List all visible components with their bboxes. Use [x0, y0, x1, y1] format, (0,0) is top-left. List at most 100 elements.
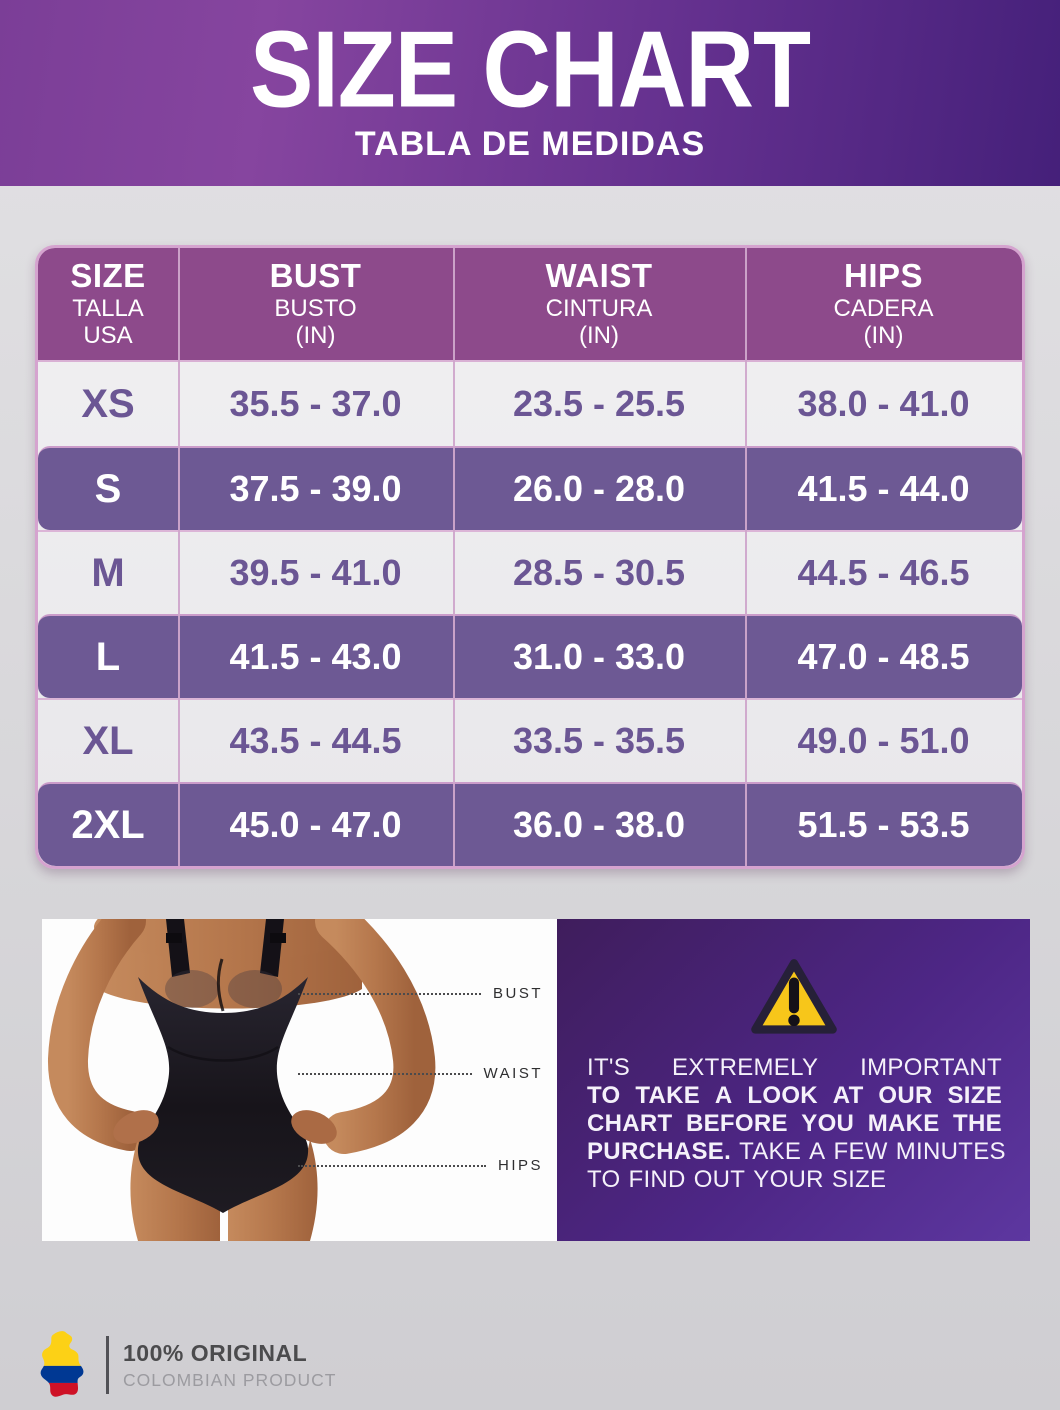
warning-word: A — [714, 1081, 733, 1109]
bust-range: 41.5 - 43.0 — [229, 636, 402, 677]
measure-row-bust: BUST — [298, 983, 543, 1003]
hips-range: 49.0 - 51.0 — [797, 720, 970, 761]
warning-word: TO — [587, 1165, 621, 1193]
header-cell-waist: WAIST CINTURA (IN) — [453, 248, 745, 360]
warning-text-line: PURCHASE. TAKE A FEW MINUTES — [587, 1137, 1006, 1166]
warning-word: IT'S — [587, 1053, 631, 1081]
waist-range: 28.5 - 30.5 — [512, 552, 686, 593]
hips-range: 47.0 - 48.5 — [797, 636, 970, 677]
measure-label-bust: BUST — [492, 984, 543, 1002]
warning-triangle-icon — [750, 959, 837, 1034]
warning-word: OUT — [693, 1165, 746, 1193]
warning-word: SIZE — [947, 1081, 1002, 1109]
measure-row-waist: WAIST — [298, 1063, 543, 1083]
warning-word: EXTREMELY — [672, 1053, 819, 1081]
warning-text: IT'S EXTREMELY IMPORTANT TO TAKE A LOOK AT OUR SI… — [587, 1054, 1006, 1194]
table-row-xs: XS 35.5 - 37.0 23.5 - 25.5 38.0 - 41.0 — [38, 362, 1022, 446]
size-label: XS — [81, 381, 135, 426]
size-label: 2XL — [71, 802, 145, 847]
table-row-s: S 37.5 - 39.0 26.0 - 28.0 41.5 - 44.0 — [38, 446, 1022, 530]
header-main-label: WAIST — [545, 257, 653, 295]
table-row-2xl: 2XL 45.0 - 47.0 36.0 - 38.0 51.5 - 53.5 — [38, 782, 1022, 866]
badge-text: 100% ORIGINAL COLOMBIAN PRODUCT — [123, 1340, 336, 1391]
header-cell-hips: HIPS CADERA (IN) — [745, 248, 1022, 360]
hips-range: 51.5 - 53.5 — [797, 804, 970, 845]
measurement-figure-photo: BUST WAIST HIPS — [42, 919, 557, 1241]
origin-badge: 100% ORIGINAL COLOMBIAN PRODUCT — [38, 1330, 336, 1400]
warning-panel: IT'S EXTREMELY IMPORTANT TO TAKE A LOOK AT OUR SI… — [557, 919, 1030, 1241]
warning-text-line: IT'S EXTREMELY IMPORTANT — [587, 1054, 1002, 1082]
header-sub-label: BUSTO — [274, 294, 357, 322]
warning-word: FEW — [833, 1137, 888, 1165]
warning-word: TAKE — [739, 1137, 802, 1165]
badge-title: 100% ORIGINAL — [123, 1339, 308, 1366]
waist-range: 36.0 - 38.0 — [512, 804, 686, 845]
size-label: XL — [82, 718, 134, 763]
badge-divider — [106, 1336, 109, 1394]
warning-word: FIND — [628, 1165, 686, 1193]
bust-range: 35.5 - 37.0 — [229, 383, 402, 424]
page-subtitle: TABLA DE MEDIDAS — [354, 124, 706, 163]
header-sub-label: CADERA — [833, 294, 934, 322]
measure-label-waist: WAIST — [483, 1064, 543, 1082]
bust-range: 37.5 - 39.0 — [229, 468, 402, 509]
header-banner: SIZE CHART TABLA DE MEDIDAS — [0, 0, 1060, 186]
warning-word: TO — [587, 1081, 621, 1109]
warning-word: BEFORE — [685, 1109, 788, 1137]
size-table: SIZE TALLA USA BUST BUSTO (IN) WAIST CINTURA (IN… — [35, 245, 1025, 869]
size-label: L — [95, 634, 121, 679]
header-cell-bust: BUST BUSTO (IN) — [178, 248, 453, 360]
measure-row-hips: HIPS — [298, 1155, 543, 1175]
table-row-l: L 41.5 - 43.0 31.0 - 33.0 47.0 - 48.5 — [38, 614, 1022, 698]
warning-word: SIZE — [831, 1165, 887, 1193]
hips-range: 41.5 - 44.0 — [797, 468, 970, 509]
warning-word: IMPORTANT — [860, 1053, 1002, 1081]
warning-text-line: CHART BEFORE YOU MAKE THE — [587, 1110, 1002, 1138]
header-sub-label: TALLA — [72, 294, 144, 322]
column-divider — [453, 248, 455, 866]
measure-label-hips: HIPS — [497, 1156, 543, 1174]
table-header-row: SIZE TALLA USA BUST BUSTO (IN) WAIST CINTURA (IN… — [38, 248, 1022, 362]
hips-range: 38.0 - 41.0 — [797, 383, 970, 424]
bust-range: 45.0 - 47.0 — [229, 804, 402, 845]
warning-word: CHART — [587, 1109, 673, 1137]
header-sub-label: USA — [83, 322, 133, 350]
warning-text-line: TO TAKE A LOOK AT OUR SIZE — [587, 1082, 1002, 1110]
size-label: S — [94, 466, 122, 511]
warning-word: MAKE — [867, 1109, 940, 1137]
hips-range: 44.5 - 46.5 — [797, 552, 970, 593]
column-divider — [745, 248, 747, 866]
column-divider — [178, 248, 180, 866]
dotted-leader-line — [298, 1164, 486, 1167]
dotted-leader-line — [298, 1072, 472, 1075]
colombia-map-icon — [40, 1331, 84, 1397]
waist-range: 31.0 - 33.0 — [512, 636, 686, 677]
header-main-label: BUST — [269, 257, 362, 295]
bottom-section: BUST WAIST HIPS IT'S EXTREMELY IMPORTANT TO TA… — [42, 919, 1030, 1241]
bust-range: 39.5 - 41.0 — [229, 552, 402, 593]
dotted-leader-line — [298, 992, 481, 995]
header-main-label: SIZE — [70, 257, 146, 295]
warning-word: THE — [953, 1109, 1002, 1137]
waist-range: 33.5 - 35.5 — [512, 720, 686, 761]
page-title: SIZE CHART — [250, 9, 811, 131]
bust-range: 43.5 - 44.5 — [229, 720, 402, 761]
table-row-xl: XL 43.5 - 44.5 33.5 - 35.5 49.0 - 51.0 — [38, 698, 1022, 782]
woman-bodysuit-illustration — [48, 919, 436, 1241]
warning-word: YOU — [801, 1109, 855, 1137]
table-row-m: M 39.5 - 41.0 28.5 - 30.5 44.5 - 46.5 — [38, 530, 1022, 614]
header-sub-label: (IN) — [579, 322, 619, 350]
warning-word: A — [809, 1137, 826, 1165]
warning-word: TAKE — [635, 1081, 701, 1109]
warning-word: AT — [832, 1081, 864, 1109]
warning-word: MINUTES — [895, 1137, 1006, 1165]
header-cell-size: SIZE TALLA USA — [38, 248, 178, 360]
warning-word: YOUR — [753, 1165, 824, 1193]
header-sub-label: (IN) — [295, 322, 336, 350]
badge-subtitle: COLOMBIAN PRODUCT — [123, 1369, 337, 1390]
table-body: XS 35.5 - 37.0 23.5 - 25.5 38.0 - 41.0 S 37.5… — [38, 362, 1022, 866]
header-main-label: HIPS — [843, 257, 924, 295]
warning-word: PURCHASE. — [587, 1137, 732, 1165]
waist-range: 23.5 - 25.5 — [512, 383, 686, 424]
